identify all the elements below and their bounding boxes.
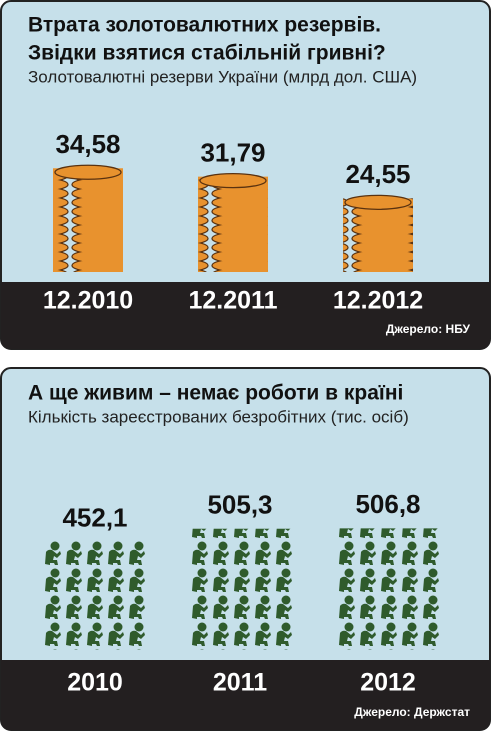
value-label: 31,79 — [200, 138, 265, 168]
source: Джерело: Держстат — [354, 705, 470, 719]
coin-top — [199, 172, 267, 189]
source: Джерело: НБУ — [386, 322, 471, 336]
value-label: 452,1 — [62, 502, 127, 532]
value-label: 24,55 — [345, 159, 410, 189]
coin-top — [54, 164, 122, 180]
coin-stack — [343, 198, 413, 272]
category-label: 12.2012 — [333, 287, 423, 315]
people-icons — [43, 541, 148, 650]
coin-stack — [53, 168, 123, 272]
category-label: 2012 — [360, 669, 416, 697]
people-icons — [336, 528, 441, 650]
category-label: 12.2011 — [189, 287, 278, 315]
category-label: 12.2010 — [43, 287, 133, 315]
value-label: 505,3 — [207, 490, 272, 520]
coin-stack — [198, 176, 268, 272]
value-label: 34,58 — [55, 129, 120, 159]
coin-top — [344, 194, 412, 211]
value-label: 506,8 — [355, 489, 420, 519]
category-label: 2010 — [67, 669, 123, 697]
subtitle: Золотовалютні резерви України (млрд дол.… — [28, 67, 417, 86]
category-label: 2011 — [213, 669, 267, 697]
band — [1, 282, 490, 349]
chart-title: Втрата золотовалютних резервів. — [28, 14, 381, 37]
subtitle: Кількість зареєстрованих безробітних (ти… — [28, 407, 409, 426]
people-icons — [188, 528, 293, 650]
chart-title: Звідки взятися стабільній гривні? — [28, 42, 386, 65]
band — [1, 660, 490, 730]
chart-title: А ще живим – немає роботи в країні — [28, 382, 403, 405]
